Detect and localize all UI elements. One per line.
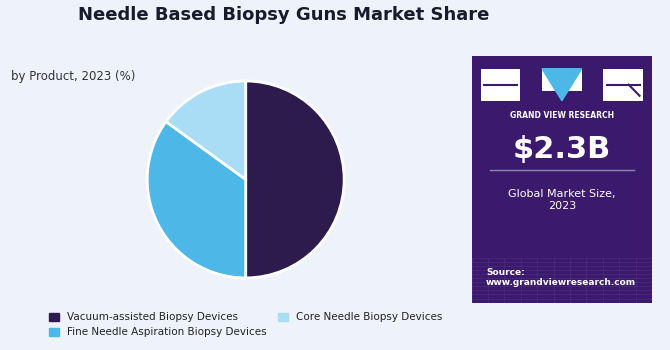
FancyBboxPatch shape [604, 69, 643, 101]
Legend: Vacuum-assisted Biopsy Devices, Fine Needle Aspiration Biopsy Devices, Core Need: Vacuum-assisted Biopsy Devices, Fine Nee… [45, 308, 447, 342]
Wedge shape [246, 81, 344, 278]
Text: Needle Based Biopsy Guns Market Share: Needle Based Biopsy Guns Market Share [78, 6, 490, 24]
Text: GRAND VIEW RESEARCH: GRAND VIEW RESEARCH [510, 111, 614, 120]
Text: $2.3B: $2.3B [513, 135, 611, 164]
FancyBboxPatch shape [480, 69, 521, 101]
Polygon shape [542, 69, 582, 101]
Wedge shape [166, 81, 246, 180]
FancyBboxPatch shape [542, 69, 582, 91]
Text: by Product, 2023 (%): by Product, 2023 (%) [11, 70, 136, 83]
Text: Source:
www.grandviewresearch.com: Source: www.grandviewresearch.com [486, 268, 636, 287]
Text: Global Market Size,
2023: Global Market Size, 2023 [508, 189, 616, 211]
Wedge shape [147, 121, 246, 278]
